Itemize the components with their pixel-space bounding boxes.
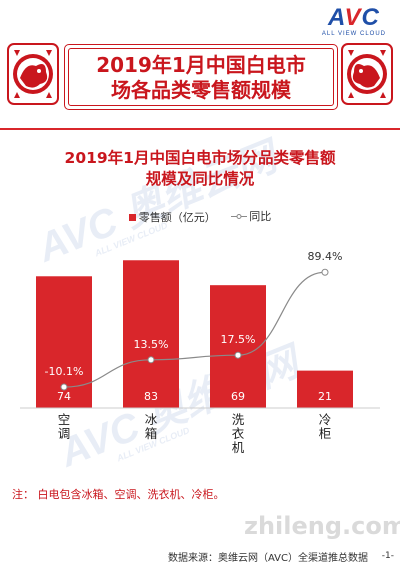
legend-item-sales: 零售额（亿元） [128, 209, 216, 225]
title-banner-border [68, 48, 334, 106]
avc-logo-subtitle: ALL VIEW CLOUD [321, 31, 386, 37]
category-label-1-char-0: 冰 [145, 412, 158, 427]
yoy-label-2: 17.5% [221, 333, 256, 346]
chart-legend: 零售额（亿元） 同比 [0, 208, 400, 225]
category-label-0: 空调 [58, 412, 71, 441]
yoy-point-1 [147, 356, 155, 364]
value-label-1: 83 [144, 390, 158, 403]
yoy-point-0 [60, 383, 68, 391]
page-title-line1: 2019年1月中国白电市 [96, 53, 306, 77]
legend-swatch-line [231, 213, 248, 219]
page-number: -1- [381, 551, 394, 561]
bar-2 [210, 285, 266, 408]
site-watermark: zhileng.com [244, 512, 400, 540]
chart-title-line1: 2019年1月中国白电市场分品类零售额 [64, 149, 336, 167]
legend-label-sales: 零售额（亿元） [138, 211, 216, 224]
title-banner: 2019年1月中国白电市 场各品类零售额规模 [64, 44, 338, 110]
category-label-2-char-1: 衣 [232, 426, 245, 441]
footnote: 注： 白电包含冰箱、空调、洗衣机、冷柜。 [12, 488, 225, 501]
avc-logo-mark: AVC [327, 4, 380, 31]
value-label-0: 74 [57, 390, 71, 403]
legend-swatch-bar [128, 213, 136, 221]
data-source: 数据来源：奥维云网（AVC）全渠道推总数据 [167, 553, 368, 564]
category-label-1: 冰箱 [145, 412, 158, 441]
page-title-line2: 场各品类零售额规模 [111, 78, 291, 102]
category-label-1-char-1: 箱 [145, 426, 158, 441]
yoy-point-2 [234, 351, 242, 359]
legend-label-yoy: 同比 [249, 210, 272, 223]
category-label-0-char-1: 调 [58, 426, 71, 441]
category-label-3: 冷柜 [319, 412, 332, 441]
yoy-point-3 [321, 268, 329, 276]
chart-title: 2019年1月中国白电市场分品类零售额 规模及同比情况 [0, 148, 400, 190]
avc-logo: AVC ALL VIEW CLOUD [321, 4, 386, 38]
value-label-3: 21 [318, 390, 332, 403]
category-label-2: 洗衣机 [232, 412, 245, 455]
category-label-2-char-0: 洗 [232, 412, 245, 427]
category-label-2-char-2: 机 [232, 440, 245, 455]
yoy-label-3: 89.4% [308, 250, 343, 263]
page-title: 2019年1月中国白电市 场各品类零售额规模 [65, 53, 337, 103]
category-label-3-char-0: 冷 [319, 412, 332, 427]
legend-item-yoy: 同比 [231, 208, 271, 224]
chart-title-line2: 规模及同比情况 [145, 170, 255, 188]
category-label-0-char-0: 空 [58, 412, 71, 427]
papercut-left-icon [7, 43, 59, 105]
header-divider [0, 128, 400, 130]
bar-3 [297, 370, 353, 408]
value-label-2: 69 [231, 390, 245, 403]
yoy-label-1: 13.5% [134, 338, 169, 351]
chart-plot: -10.1% 13.5% 17.5% 89.4% 74 83 69 21 空调 冰箱 洗衣机 冷柜 [20, 250, 380, 455]
category-label-3-char-1: 柜 [319, 426, 332, 441]
yoy-label-0: -10.1% [45, 365, 84, 378]
bar-1 [123, 260, 179, 408]
papercut-right-icon [341, 43, 393, 105]
yoy-line [63, 271, 326, 388]
